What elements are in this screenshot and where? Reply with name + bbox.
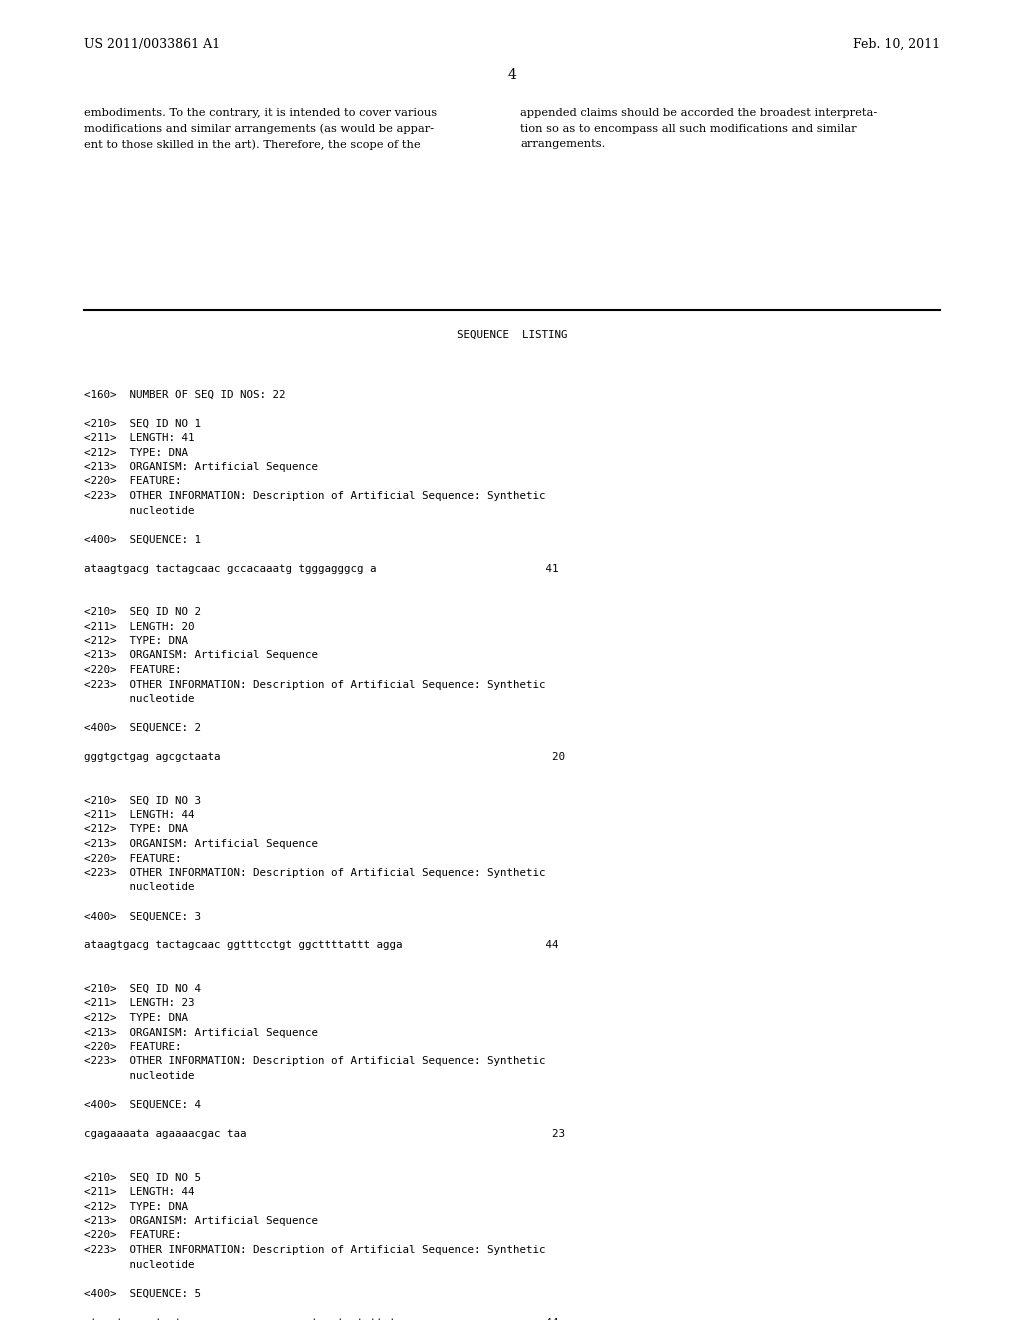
- Text: modifications and similar arrangements (as would be appar-: modifications and similar arrangements (…: [84, 124, 434, 135]
- Text: tion so as to encompass all such modifications and similar: tion so as to encompass all such modific…: [520, 124, 857, 133]
- Text: <220>  FEATURE:: <220> FEATURE:: [84, 854, 181, 863]
- Text: nucleotide: nucleotide: [84, 1071, 195, 1081]
- Text: <223>  OTHER INFORMATION: Description of Artificial Sequence: Synthetic: <223> OTHER INFORMATION: Description of …: [84, 680, 546, 689]
- Text: nucleotide: nucleotide: [84, 694, 195, 704]
- Text: <212>  TYPE: DNA: <212> TYPE: DNA: [84, 825, 188, 834]
- Text: gggtgctgag agcgctaata                                                   20: gggtgctgag agcgctaata 20: [84, 752, 565, 762]
- Text: <212>  TYPE: DNA: <212> TYPE: DNA: [84, 1201, 188, 1212]
- Text: <213>  ORGANISM: Artificial Sequence: <213> ORGANISM: Artificial Sequence: [84, 1027, 318, 1038]
- Text: <400>  SEQUENCE: 1: <400> SEQUENCE: 1: [84, 535, 201, 544]
- Text: ataagtgacg tactagcaac ggtttcctgt ggcttttattt agga                      44: ataagtgacg tactagcaac ggtttcctgt ggctttt…: [84, 940, 558, 950]
- Text: <213>  ORGANISM: Artificial Sequence: <213> ORGANISM: Artificial Sequence: [84, 840, 318, 849]
- Text: <220>  FEATURE:: <220> FEATURE:: [84, 665, 181, 675]
- Text: 4: 4: [508, 69, 516, 82]
- Text: ent to those skilled in the art). Therefore, the scope of the: ent to those skilled in the art). Theref…: [84, 139, 421, 149]
- Text: arrangements.: arrangements.: [520, 139, 605, 149]
- Text: <400>  SEQUENCE: 2: <400> SEQUENCE: 2: [84, 723, 201, 733]
- Text: <210>  SEQ ID NO 4: <210> SEQ ID NO 4: [84, 983, 201, 994]
- Text: <400>  SEQUENCE: 5: <400> SEQUENCE: 5: [84, 1288, 201, 1299]
- Text: <211>  LENGTH: 41: <211> LENGTH: 41: [84, 433, 195, 444]
- Text: nucleotide: nucleotide: [84, 506, 195, 516]
- Text: <400>  SEQUENCE: 3: <400> SEQUENCE: 3: [84, 912, 201, 921]
- Text: <210>  SEQ ID NO 1: <210> SEQ ID NO 1: [84, 418, 201, 429]
- Text: <400>  SEQUENCE: 4: <400> SEQUENCE: 4: [84, 1100, 201, 1110]
- Text: <212>  TYPE: DNA: <212> TYPE: DNA: [84, 1012, 188, 1023]
- Text: <211>  LENGTH: 23: <211> LENGTH: 23: [84, 998, 195, 1008]
- Text: <213>  ORGANISM: Artificial Sequence: <213> ORGANISM: Artificial Sequence: [84, 651, 318, 660]
- Text: <210>  SEQ ID NO 2: <210> SEQ ID NO 2: [84, 607, 201, 616]
- Text: US 2011/0033861 A1: US 2011/0033861 A1: [84, 38, 220, 51]
- Text: embodiments. To the contrary, it is intended to cover various: embodiments. To the contrary, it is inte…: [84, 108, 437, 117]
- Text: <210>  SEQ ID NO 3: <210> SEQ ID NO 3: [84, 796, 201, 805]
- Text: <223>  OTHER INFORMATION: Description of Artificial Sequence: Synthetic: <223> OTHER INFORMATION: Description of …: [84, 1056, 546, 1067]
- Text: <210>  SEQ ID NO 5: <210> SEQ ID NO 5: [84, 1172, 201, 1183]
- Text: cgagaaaata agaaaacgac taa                                               23: cgagaaaata agaaaacgac taa 23: [84, 1129, 565, 1139]
- Text: <211>  LENGTH: 44: <211> LENGTH: 44: [84, 1187, 195, 1197]
- Text: <220>  FEATURE:: <220> FEATURE:: [84, 1230, 181, 1241]
- Text: ataagtgacg tactagcaac gccacaaatg tgggagggcg a                          41: ataagtgacg tactagcaac gccacaaatg tgggagg…: [84, 564, 558, 573]
- Text: <213>  ORGANISM: Artificial Sequence: <213> ORGANISM: Artificial Sequence: [84, 462, 318, 473]
- Text: <211>  LENGTH: 44: <211> LENGTH: 44: [84, 810, 195, 820]
- Text: ataagtgacg tactagcaac gaaaagagaa aataggtgct ttct                       44: ataagtgacg tactagcaac gaaaagagaa aataggt…: [84, 1317, 558, 1320]
- Text: appended claims should be accorded the broadest interpreta-: appended claims should be accorded the b…: [520, 108, 878, 117]
- Text: Feb. 10, 2011: Feb. 10, 2011: [853, 38, 940, 51]
- Text: <212>  TYPE: DNA: <212> TYPE: DNA: [84, 636, 188, 645]
- Text: <223>  OTHER INFORMATION: Description of Artificial Sequence: Synthetic: <223> OTHER INFORMATION: Description of …: [84, 1245, 546, 1255]
- Text: <220>  FEATURE:: <220> FEATURE:: [84, 1041, 181, 1052]
- Text: <220>  FEATURE:: <220> FEATURE:: [84, 477, 181, 487]
- Text: SEQUENCE  LISTING: SEQUENCE LISTING: [457, 330, 567, 341]
- Text: <212>  TYPE: DNA: <212> TYPE: DNA: [84, 447, 188, 458]
- Text: <213>  ORGANISM: Artificial Sequence: <213> ORGANISM: Artificial Sequence: [84, 1216, 318, 1226]
- Text: nucleotide: nucleotide: [84, 1259, 195, 1270]
- Text: <160>  NUMBER OF SEQ ID NOS: 22: <160> NUMBER OF SEQ ID NOS: 22: [84, 389, 286, 400]
- Text: <223>  OTHER INFORMATION: Description of Artificial Sequence: Synthetic: <223> OTHER INFORMATION: Description of …: [84, 491, 546, 502]
- Text: <223>  OTHER INFORMATION: Description of Artificial Sequence: Synthetic: <223> OTHER INFORMATION: Description of …: [84, 869, 546, 878]
- Text: <211>  LENGTH: 20: <211> LENGTH: 20: [84, 622, 195, 631]
- Text: nucleotide: nucleotide: [84, 883, 195, 892]
